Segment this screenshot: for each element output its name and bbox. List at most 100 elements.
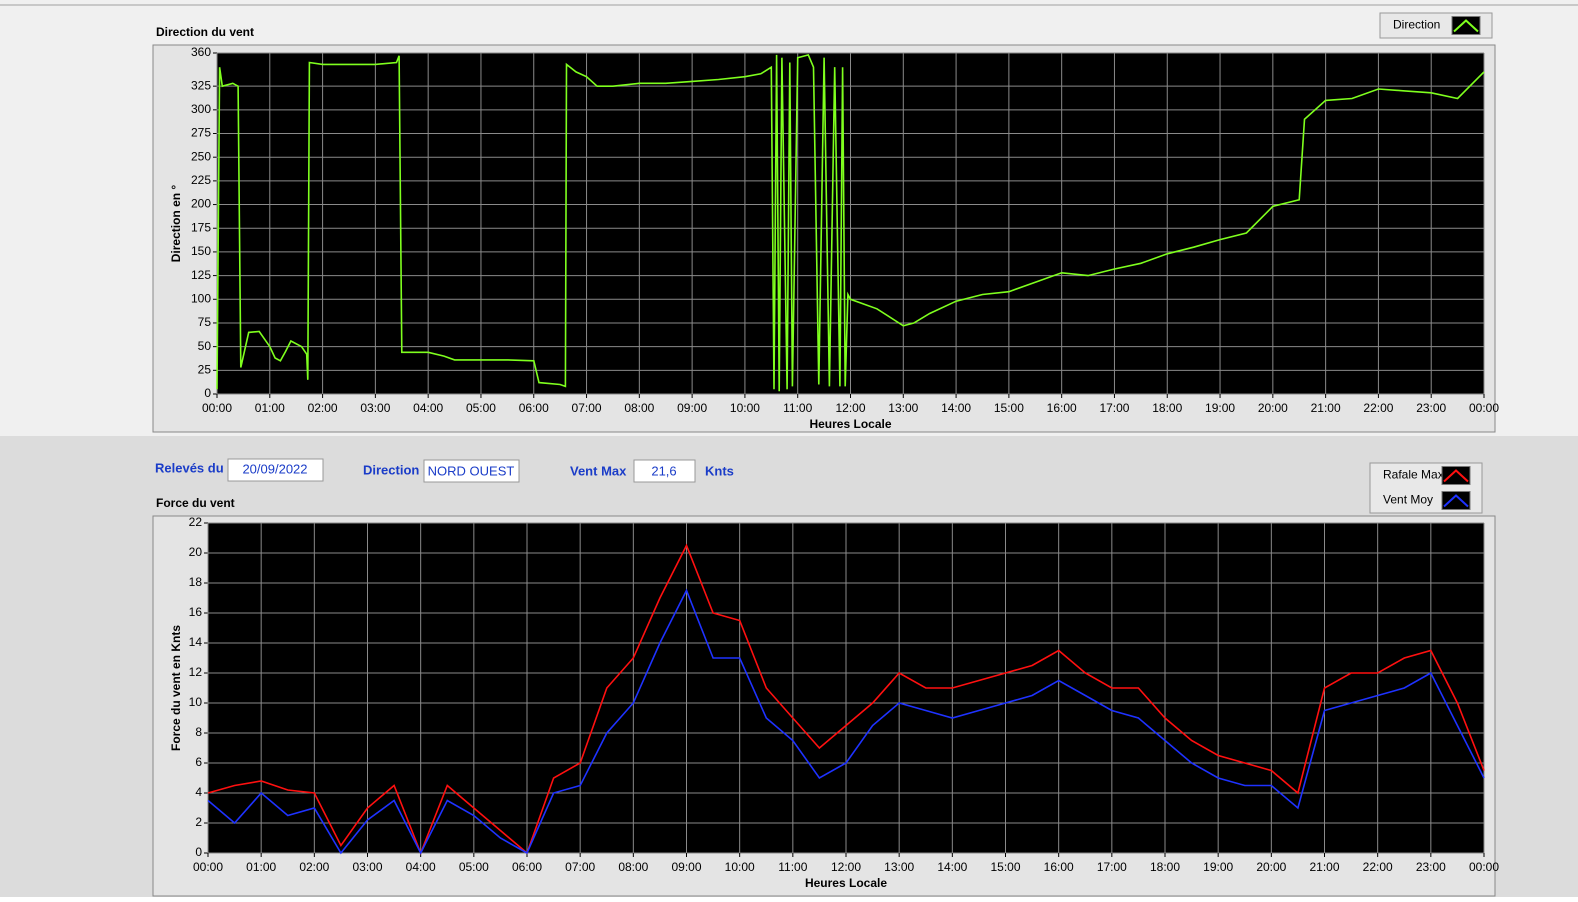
y-tick-label: 6	[195, 755, 202, 769]
x-tick-label: 14:00	[941, 401, 971, 415]
y-tick-label: 8	[195, 725, 202, 739]
field-label: Relevés du	[155, 460, 224, 475]
x-tick-label: 14:00	[937, 860, 967, 874]
x-tick-label: 15:00	[994, 401, 1024, 415]
x-tick-label: 06:00	[519, 401, 549, 415]
y-tick-label: 12	[189, 665, 203, 679]
x-tick-label: 05:00	[459, 860, 489, 874]
x-axis-title: Heures Locale	[805, 876, 887, 890]
y-tick-label: 325	[191, 78, 211, 92]
x-tick-label: 13:00	[884, 860, 914, 874]
x-tick-label: 20:00	[1256, 860, 1286, 874]
x-tick-label: 04:00	[406, 860, 436, 874]
y-tick-label: 18	[189, 575, 203, 589]
legend-line	[1443, 469, 1469, 483]
legend-swatch	[1451, 16, 1481, 35]
chart-title: Force du vent	[156, 496, 235, 510]
x-tick-label: 03:00	[360, 401, 390, 415]
x-tick-label: 21:00	[1309, 860, 1339, 874]
x-tick-label: 19:00	[1205, 401, 1235, 415]
x-tick-label: 20:00	[1258, 401, 1288, 415]
x-tick-label: 22:00	[1363, 401, 1393, 415]
x-tick-label: 23:00	[1416, 401, 1446, 415]
y-tick-label: 16	[189, 605, 203, 619]
x-tick-label: 01:00	[246, 860, 276, 874]
y-tick-label: 175	[191, 220, 211, 234]
field-label: Vent Max	[570, 463, 627, 478]
y-tick-label: 14	[189, 635, 203, 649]
x-tick-label: 23:00	[1416, 860, 1446, 874]
y-tick-label: 75	[198, 315, 212, 329]
x-tick-label: 00:00	[1469, 860, 1499, 874]
x-tick-label: 12:00	[835, 401, 865, 415]
x-tick-label: 00:00	[193, 860, 223, 874]
y-tick-label: 20	[189, 545, 203, 559]
field-box[interactable]	[423, 459, 520, 483]
field-box[interactable]	[633, 459, 696, 483]
y-tick-label: 200	[191, 197, 211, 211]
series-line	[207, 588, 1485, 855]
legend-line	[1453, 19, 1479, 33]
legend-swatch	[1441, 491, 1471, 510]
x-tick-label: 03:00	[352, 860, 382, 874]
x-tick-label: 08:00	[624, 401, 654, 415]
x-axis-title: Heures Locale	[809, 417, 891, 431]
x-tick-label: 01:00	[255, 401, 285, 415]
x-tick-label: 02:00	[308, 401, 338, 415]
y-tick-label: 150	[191, 244, 211, 258]
legend-label: Rafale Max	[1383, 468, 1444, 482]
x-tick-label: 13:00	[888, 401, 918, 415]
field-value: 21,6	[651, 463, 676, 478]
chart-title: Direction du vent	[156, 25, 254, 39]
x-tick-label: 10:00	[730, 401, 760, 415]
x-tick-label: 11:00	[783, 401, 812, 415]
field-value: 20/09/2022	[242, 461, 307, 476]
x-tick-label: 18:00	[1150, 860, 1180, 874]
y-tick-label: 250	[191, 149, 211, 163]
field-unit: Knts	[705, 463, 734, 478]
x-tick-label: 19:00	[1203, 860, 1233, 874]
y-axis-title: Direction en °	[169, 185, 183, 263]
x-tick-label: 17:00	[1097, 860, 1127, 874]
field-value: NORD OUEST	[428, 463, 515, 478]
legend-line	[1443, 494, 1469, 508]
y-tick-label: 25	[198, 362, 212, 376]
x-tick-label: 15:00	[990, 860, 1020, 874]
field-label: Direction	[363, 462, 419, 477]
y-tick-label: 360	[191, 45, 211, 59]
x-tick-label: 09:00	[671, 860, 701, 874]
x-tick-label: 00:00	[1469, 401, 1499, 415]
field-box[interactable]	[227, 458, 324, 482]
y-tick-label: 2	[195, 815, 202, 829]
y-axis-title: Force du vent en Knts	[169, 625, 183, 751]
x-tick-label: 22:00	[1363, 860, 1393, 874]
x-tick-label: 04:00	[413, 401, 443, 415]
legend-label: Vent Moy	[1383, 493, 1433, 507]
y-tick-label: 10	[189, 695, 203, 709]
x-tick-label: 05:00	[466, 401, 496, 415]
x-tick-label: 00:00	[202, 401, 232, 415]
legend-swatch	[1441, 466, 1471, 485]
y-tick-label: 300	[191, 102, 211, 116]
x-tick-label: 09:00	[677, 401, 707, 415]
x-tick-label: 18:00	[1152, 401, 1182, 415]
x-tick-label: 16:00	[1044, 860, 1074, 874]
y-tick-label: 225	[191, 173, 211, 187]
x-tick-label: 10:00	[725, 860, 755, 874]
x-tick-label: 06:00	[512, 860, 542, 874]
x-tick-label: 16:00	[1047, 401, 1077, 415]
x-tick-label: 17:00	[1099, 401, 1129, 415]
y-tick-label: 4	[195, 785, 202, 799]
x-tick-label: 02:00	[299, 860, 329, 874]
y-tick-label: 100	[191, 291, 211, 305]
x-tick-label: 07:00	[565, 860, 595, 874]
x-tick-label: 12:00	[831, 860, 861, 874]
y-tick-label: 125	[191, 268, 211, 282]
x-tick-label: 21:00	[1311, 401, 1341, 415]
y-tick-label: 0	[204, 386, 211, 400]
legend-label: Direction	[1393, 18, 1440, 32]
y-tick-label: 275	[191, 126, 211, 140]
x-tick-label: 11:00	[778, 860, 807, 874]
